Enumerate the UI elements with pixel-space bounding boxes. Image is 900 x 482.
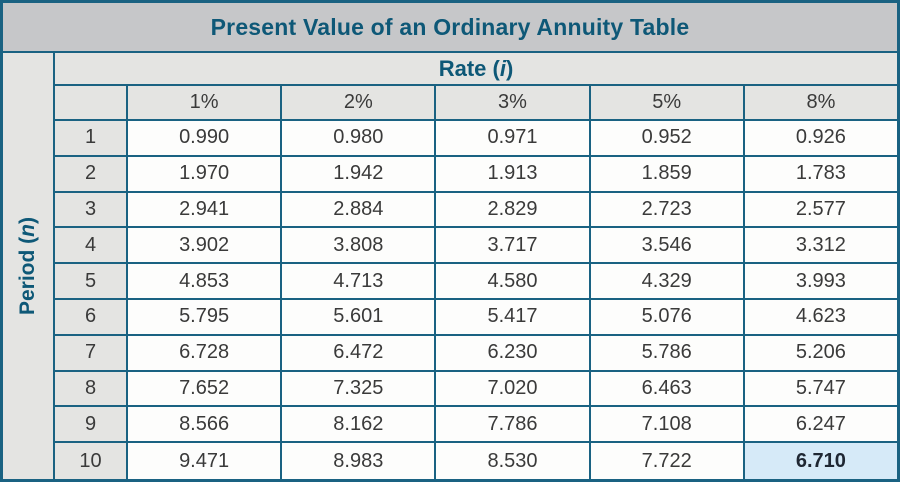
value-cell: 6.472 xyxy=(282,335,437,372)
value-cell: 8.566 xyxy=(128,407,283,444)
table-row: 5 4.853 4.713 4.580 4.329 3.993 xyxy=(55,264,898,300)
value-cell: 3.546 xyxy=(590,228,745,265)
value-cell: 4.329 xyxy=(590,264,745,300)
value-cell: 3.902 xyxy=(128,228,283,265)
value-cell: 8.983 xyxy=(282,443,437,479)
page-title: Present Value of an Ordinary Annuity Tab… xyxy=(210,13,690,40)
table-body: Period (n) Rate (i) 1% 2% 3% 5% 8% 1 0.990 0.9… xyxy=(3,53,898,479)
period-axis-label: Period (n) xyxy=(16,217,40,315)
period-cell: 4 xyxy=(55,228,128,265)
column-header-1pct: 1% xyxy=(128,86,283,121)
period-cell: 8 xyxy=(55,371,128,408)
value-cell: 1.913 xyxy=(436,156,591,193)
header-row: 1% 2% 3% 5% 8% xyxy=(55,86,898,121)
value-cell: 7.722 xyxy=(590,443,745,479)
table-right-section: Rate (i) 1% 2% 3% 5% 8% 1 0.990 0.980 0.971 0.95… xyxy=(55,53,898,479)
table-row: 10 9.471 8.983 8.530 7.722 6.710 xyxy=(55,443,898,479)
value-cell: 7.325 xyxy=(282,371,437,408)
value-cell: 8.530 xyxy=(436,443,591,479)
period-label-suffix: ) xyxy=(16,216,39,224)
value-cell: 7.108 xyxy=(590,407,745,444)
value-cell: 0.980 xyxy=(282,121,437,157)
value-cell: 7.020 xyxy=(436,371,591,408)
value-cell: 0.971 xyxy=(436,121,591,157)
value-cell: 6.463 xyxy=(590,371,745,408)
rate-label-suffix: ) xyxy=(505,55,514,81)
rate-label-text: Rate ( xyxy=(438,55,500,81)
value-cell: 2.884 xyxy=(282,192,437,229)
table-title-bar: Present Value of an Ordinary Annuity Tab… xyxy=(3,3,897,53)
column-header-3pct: 3% xyxy=(436,86,591,121)
column-header-2pct: 2% xyxy=(282,86,437,121)
table-row: 1 0.990 0.980 0.971 0.952 0.926 xyxy=(55,121,898,157)
period-cell: 7 xyxy=(55,335,128,372)
period-cell: 3 xyxy=(55,192,128,229)
table-row: 8 7.652 7.325 7.020 6.463 5.747 xyxy=(55,371,898,408)
rate-axis-label: Rate (i) xyxy=(439,56,514,82)
period-cell: 5 xyxy=(55,264,128,300)
period-cell: 9 xyxy=(55,407,128,444)
value-cell: 6.247 xyxy=(744,407,898,444)
period-cell: 2 xyxy=(55,156,128,193)
value-cell: 7.786 xyxy=(436,407,591,444)
value-cell: 2.941 xyxy=(128,192,283,229)
value-cell: 3.717 xyxy=(436,228,591,265)
value-cell: 5.786 xyxy=(590,335,745,372)
value-cell: 4.853 xyxy=(128,264,283,300)
corner-blank-cell xyxy=(55,86,128,121)
table-row: 6 5.795 5.601 5.417 5.076 4.623 xyxy=(55,299,898,336)
value-cell: 3.808 xyxy=(282,228,437,265)
value-cell: 5.206 xyxy=(744,335,898,372)
rate-label-variable: i xyxy=(499,55,506,81)
period-label-variable: n xyxy=(16,223,39,237)
value-cell: 6.230 xyxy=(436,335,591,372)
period-cell: 6 xyxy=(55,299,128,336)
value-cell: 3.993 xyxy=(744,264,898,300)
value-cell: 4.580 xyxy=(436,264,591,300)
value-cell: 4.713 xyxy=(282,264,437,300)
row-group-label-cell: Period (n) xyxy=(3,53,55,479)
period-cell: 1 xyxy=(55,121,128,157)
value-cell: 0.926 xyxy=(744,121,898,157)
value-cell: 5.076 xyxy=(590,299,745,336)
column-header-5pct: 5% xyxy=(590,86,745,121)
value-cell: 0.952 xyxy=(590,121,745,157)
value-cell: 1.859 xyxy=(590,156,745,193)
data-rows: 1 0.990 0.980 0.971 0.952 0.926 2 1.970 1.942 1.9… xyxy=(55,121,898,479)
value-cell: 5.601 xyxy=(282,299,437,336)
value-cell: 7.652 xyxy=(128,371,283,408)
period-cell: 10 xyxy=(55,443,128,479)
value-cell: 1.783 xyxy=(744,156,898,193)
value-cell: 9.471 xyxy=(128,443,283,479)
value-cell: 1.970 xyxy=(128,156,283,193)
value-cell: 2.577 xyxy=(744,192,898,229)
table-row: 9 8.566 8.162 7.786 7.108 6.247 xyxy=(55,407,898,444)
column-header-8pct: 8% xyxy=(744,86,898,121)
value-cell: 1.942 xyxy=(282,156,437,193)
table-row: 7 6.728 6.472 6.230 5.786 5.206 xyxy=(55,335,898,372)
value-cell: 5.747 xyxy=(744,371,898,408)
period-label-text: Period ( xyxy=(16,236,39,315)
value-cell: 5.417 xyxy=(436,299,591,336)
value-cell: 0.990 xyxy=(128,121,283,157)
value-cell: 2.723 xyxy=(590,192,745,229)
value-cell: 2.829 xyxy=(436,192,591,229)
highlighted-value-cell: 6.710 xyxy=(744,443,898,479)
column-group-label-cell: Rate (i) xyxy=(55,53,897,86)
table-row: 2 1.970 1.942 1.913 1.859 1.783 xyxy=(55,156,898,193)
value-cell: 4.623 xyxy=(744,299,898,336)
value-cell: 3.312 xyxy=(744,228,898,265)
table-row: 3 2.941 2.884 2.829 2.723 2.577 xyxy=(55,192,898,229)
table-row: 4 3.902 3.808 3.717 3.546 3.312 xyxy=(55,228,898,265)
value-cell: 8.162 xyxy=(282,407,437,444)
value-cell: 5.795 xyxy=(128,299,283,336)
value-cell: 6.728 xyxy=(128,335,283,372)
